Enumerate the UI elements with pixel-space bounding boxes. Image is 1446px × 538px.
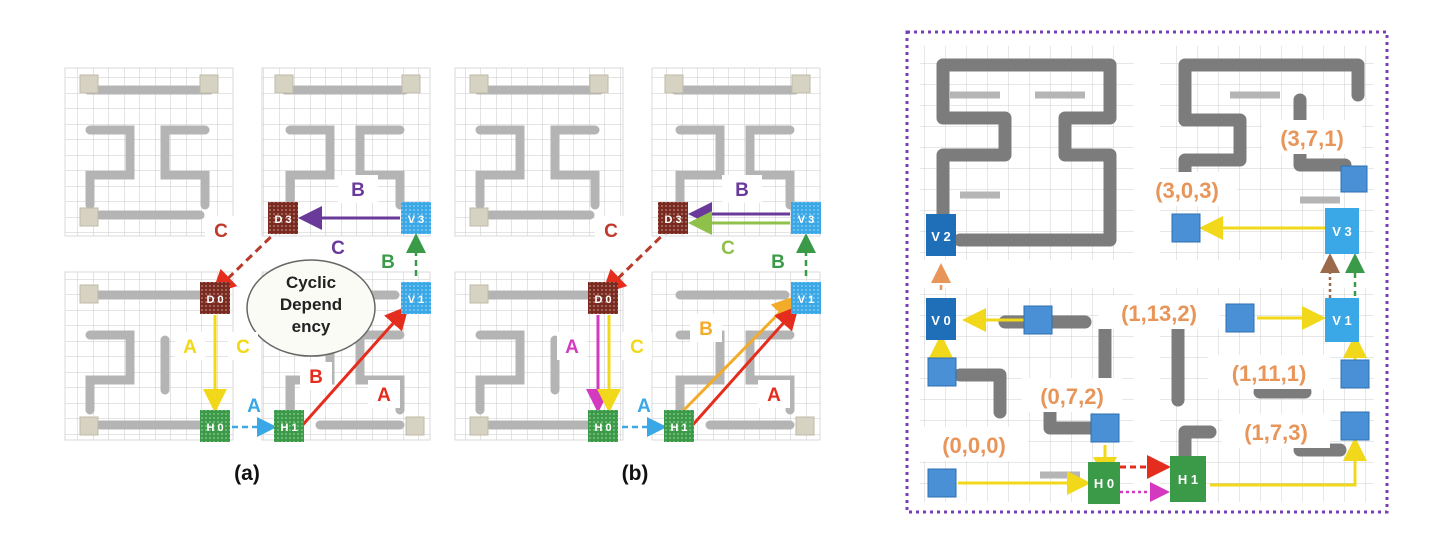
svg-text:Depend: Depend <box>280 295 342 314</box>
svg-text:D 3: D 3 <box>664 214 681 226</box>
cyclic-dependency-bubble: Cyclic Depend ency <box>246 259 376 357</box>
tile-a-tl <box>64 67 234 237</box>
label-b-b-top: B <box>735 180 749 201</box>
router-b-v1: V 1 <box>791 282 821 314</box>
svg-text:D 3: D 3 <box>274 214 291 226</box>
label-b-b-mid: B <box>699 319 713 340</box>
router-c-v0: V 0 <box>926 298 956 340</box>
tile-b-tl <box>454 67 624 237</box>
svg-text:D 0: D 0 <box>594 294 611 306</box>
router-b-h0: H 0 <box>588 410 618 442</box>
svg-text:V 3: V 3 <box>1332 224 1352 239</box>
svg-text:H 0: H 0 <box>1094 476 1114 491</box>
panel-b: D 3 V 3 D 0 V 1 H 0 H 1 B C C B <box>454 67 821 485</box>
coord-072: (0,7,2) <box>1040 384 1104 409</box>
node-c-1132 <box>1225 303 1255 333</box>
svg-text:V 1: V 1 <box>798 294 815 306</box>
label-b-a-left: A <box>565 337 579 358</box>
router-a-h0: H 0 <box>200 410 230 442</box>
svg-text:V 2: V 2 <box>931 229 951 244</box>
svg-text:H 0: H 0 <box>594 422 611 434</box>
coord-000: (0,0,0) <box>942 433 1006 458</box>
node-c-000 <box>927 468 957 498</box>
node-c-173 <box>1340 411 1370 441</box>
svg-text:D 0: D 0 <box>206 294 223 306</box>
panel-a: D 3 V 3 D 0 V 1 H 0 H 1 Cyclic Depend en… <box>64 67 431 485</box>
label-a-a-left: A <box>183 337 197 358</box>
label-a-b-top: B <box>351 180 365 201</box>
coord-303: (3,0,3) <box>1155 178 1219 203</box>
router-b-d3: D 3 <box>658 202 688 234</box>
label-a-c-left: C <box>214 221 228 242</box>
router-c-v1: V 1 <box>1325 298 1359 342</box>
svg-text:H 1: H 1 <box>280 422 297 434</box>
svg-text:V 0: V 0 <box>931 313 951 328</box>
node-c-1111 <box>1340 359 1370 389</box>
svg-text:V 1: V 1 <box>1332 313 1352 328</box>
router-b-v3: V 3 <box>791 202 821 234</box>
node-c-371 <box>1340 165 1368 193</box>
node-c-072 <box>1090 413 1120 443</box>
svg-text:H 0: H 0 <box>206 422 223 434</box>
label-b-c-mid: C <box>721 238 735 259</box>
router-c-v2: V 2 <box>926 214 956 256</box>
svg-text:H 1: H 1 <box>1178 472 1198 487</box>
label-b-c-left: C <box>604 221 618 242</box>
coord-173: (1,7,3) <box>1244 420 1308 445</box>
svg-text:V 1: V 1 <box>408 294 425 306</box>
coord-1132: (1,13,2) <box>1121 301 1197 326</box>
label-b-c-left2: C <box>630 337 644 358</box>
node-c-v0-below <box>927 357 957 387</box>
arrow-b-red <box>688 305 799 429</box>
coord-1111: (1,11,1) <box>1232 361 1307 386</box>
label-a-c-mid: C <box>331 238 345 259</box>
link-c-h1-173 <box>1210 437 1367 487</box>
label-a-a-bottom: A <box>247 396 261 417</box>
svg-text:V 3: V 3 <box>408 214 425 226</box>
panel-c: V 2 V 3 V 0 V 1 H 0 H 1 (3,7,1) (3,0,3) <box>905 30 1389 514</box>
router-a-d3: D 3 <box>268 202 298 234</box>
label-b-b-right: B <box>771 252 785 273</box>
label-b-a-right: A <box>767 385 781 406</box>
node-c-303 <box>1171 213 1201 243</box>
router-a-v1: V 1 <box>401 282 431 314</box>
coord-371: (3,7,1) <box>1280 126 1344 151</box>
caption-b: (b) <box>622 462 649 485</box>
arrow-a-dashed-red <box>211 226 282 295</box>
node-c-v0-side <box>1023 305 1053 335</box>
arrow-b-amber <box>680 295 797 414</box>
router-a-h1: H 1 <box>274 410 304 442</box>
label-a-b-mid: B <box>309 367 323 388</box>
label-a-b-right: B <box>381 252 395 273</box>
router-c-h0: H 0 <box>1088 462 1120 504</box>
svg-text:V 3: V 3 <box>798 214 815 226</box>
svg-text:ency: ency <box>292 317 331 336</box>
router-c-v3: V 3 <box>1325 208 1359 254</box>
router-a-d0: D 0 <box>200 282 230 314</box>
router-c-h1: H 1 <box>1170 456 1206 502</box>
arrow-b-dashed-red <box>601 226 672 295</box>
label-a-a-right: A <box>377 385 391 406</box>
svg-text:Cyclic: Cyclic <box>286 273 336 292</box>
svg-text:H 1: H 1 <box>670 422 687 434</box>
arrow-a-red <box>298 305 409 429</box>
router-a-v3: V 3 <box>401 202 431 234</box>
router-b-h1: H 1 <box>664 410 694 442</box>
caption-a: (a) <box>234 462 260 485</box>
label-b-a-bottom: A <box>637 396 651 417</box>
label-a-c-left2: C <box>236 337 250 358</box>
router-b-d0: D 0 <box>588 282 618 314</box>
